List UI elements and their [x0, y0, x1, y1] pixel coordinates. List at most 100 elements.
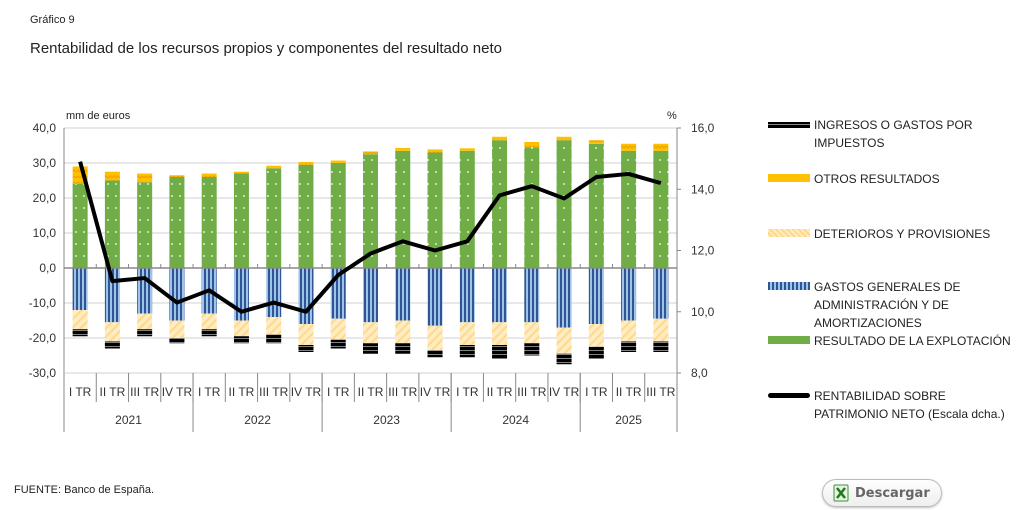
bar-impuestos: [330, 339, 346, 349]
bar-impuestos: [169, 338, 185, 344]
category-label: II TR: [100, 385, 126, 399]
bar-impuestos: [298, 345, 314, 352]
legend-label: RENTABILIDAD SOBRE PATRIMONIO NETO (Esca…: [814, 389, 1005, 421]
excel-download-icon: [833, 484, 849, 502]
legend-swatch-deterioros: [768, 229, 810, 237]
chart-number: Gráfico 9: [30, 14, 75, 26]
bar-otros-resultados: [653, 143, 669, 151]
bar-deterioros: [298, 324, 314, 345]
bar-otros-resultados: [137, 173, 153, 183]
bar-resultado-explotacion: [395, 150, 411, 268]
bar-gastos-generales: [492, 268, 508, 323]
bar-gastos-generales: [363, 268, 378, 323]
bar-otros-resultados: [298, 161, 314, 165]
category-label: I TR: [327, 385, 350, 399]
bar-resultado-explotacion: [427, 152, 443, 268]
bar-impuestos: [653, 341, 669, 352]
download-button[interactable]: Descargar: [822, 479, 942, 507]
bar-impuestos: [459, 345, 475, 358]
bar-deterioros: [233, 320, 249, 337]
right-tick-label: 16,0: [691, 121, 715, 135]
bar-otros-resultados: [330, 160, 346, 163]
bar-deterioros: [427, 325, 443, 351]
right-axis-unit: %: [667, 110, 677, 122]
bar-gastos-generales: [653, 268, 669, 319]
bar-resultado-explotacion: [233, 173, 249, 268]
chart-title: Rentabilidad de los recursos propios y c…: [30, 40, 502, 57]
bar-impuestos: [363, 343, 378, 354]
legend-item-gastos: GASTOS GENERALES DE ADMINISTRACIÓN Y DE …: [768, 278, 988, 332]
legend-label: GASTOS GENERALES DE ADMINISTRACIÓN Y DE …: [814, 280, 961, 330]
legend-item-deterioros: DETERIOROS Y PROVISIONES: [768, 225, 1024, 243]
right-tick-label: 14,0: [691, 182, 715, 196]
legend-label: OTROS RESULTADOS: [814, 172, 940, 186]
legend-label: DETERIOROS Y PROVISIONES: [814, 227, 991, 241]
bar-deterioros: [137, 313, 153, 330]
bar-resultado-explotacion: [201, 177, 217, 268]
bar-deterioros: [653, 318, 669, 342]
bar-gastos-generales: [395, 268, 411, 321]
bar-gastos-generales: [427, 268, 443, 326]
category-label: II TR: [616, 385, 642, 399]
left-tick-label: -20,0: [29, 331, 57, 345]
left-tick-label: 0,0: [39, 261, 56, 275]
bar-impuestos: [395, 343, 411, 354]
category-label: IV TR: [420, 385, 451, 399]
bar-impuestos: [556, 353, 572, 365]
bar-resultado-explotacion: [298, 164, 314, 268]
bar-otros-resultados: [556, 136, 572, 141]
year-label: 2025: [615, 413, 642, 427]
bar-deterioros: [104, 322, 120, 342]
category-label: II TR: [229, 385, 255, 399]
bar-gastos-generales: [72, 268, 88, 310]
bar-gastos-generales: [137, 268, 153, 314]
bar-impuestos: [72, 329, 88, 337]
bar-resultado-explotacion: [72, 184, 88, 268]
download-label: Descargar: [855, 485, 930, 501]
bar-resultado-explotacion: [104, 180, 120, 268]
legend-swatch-impuestos: [768, 122, 810, 128]
bar-deterioros: [201, 313, 217, 330]
bar-otros-resultados: [233, 171, 249, 174]
legend-swatch-resultado: [768, 336, 810, 344]
bar-gastos-generales: [459, 268, 475, 323]
category-label: IV TR: [549, 385, 580, 399]
bar-otros-resultados: [492, 136, 508, 141]
bar-otros-resultados: [363, 151, 378, 155]
bar-resultado-explotacion: [492, 140, 508, 268]
bar-otros-resultados: [104, 171, 120, 181]
bar-resultado-explotacion: [621, 150, 637, 268]
bar-resultado-explotacion: [330, 163, 346, 268]
left-axis-unit: mm de euros: [66, 110, 131, 122]
bar-otros-resultados: [524, 142, 540, 148]
bar-deterioros: [363, 322, 378, 344]
bar-resultado-explotacion: [556, 140, 572, 268]
bar-resultado-explotacion: [363, 154, 378, 268]
left-tick-label: -30,0: [29, 366, 57, 380]
category-label: III TR: [130, 385, 159, 399]
bar-resultado-explotacion: [524, 147, 540, 268]
bar-deterioros: [395, 320, 411, 344]
bar-otros-resultados: [201, 173, 217, 177]
legend-item-resultado: RESULTADO DE LA EXPLOTACIÓN: [768, 332, 1024, 350]
left-tick-label: 10,0: [33, 226, 57, 240]
bar-resultado-explotacion: [137, 182, 153, 268]
category-label: II TR: [487, 385, 513, 399]
bar-gastos-generales: [556, 268, 572, 328]
bar-impuestos: [233, 336, 249, 344]
bar-deterioros: [524, 322, 540, 344]
bar-impuestos: [104, 341, 120, 349]
bar-impuestos: [621, 341, 637, 352]
legend-label: INGRESOS O GASTOS POR IMPUESTOS: [814, 118, 973, 150]
right-tick-label: 10,0: [691, 305, 715, 319]
bar-otros-resultados: [169, 175, 185, 177]
year-label: 2024: [502, 413, 529, 427]
right-tick-label: 12,0: [691, 244, 715, 258]
legend-item-rentabilidad: RENTABILIDAD SOBRE PATRIMONIO NETO (Esca…: [768, 387, 1024, 423]
bar-resultado-explotacion: [169, 177, 185, 268]
left-tick-label: 20,0: [33, 191, 57, 205]
bar-otros-resultados: [621, 143, 637, 151]
bar-gastos-generales: [169, 268, 185, 321]
bar-otros-resultados: [588, 140, 604, 144]
bar-resultado-explotacion: [266, 168, 282, 268]
